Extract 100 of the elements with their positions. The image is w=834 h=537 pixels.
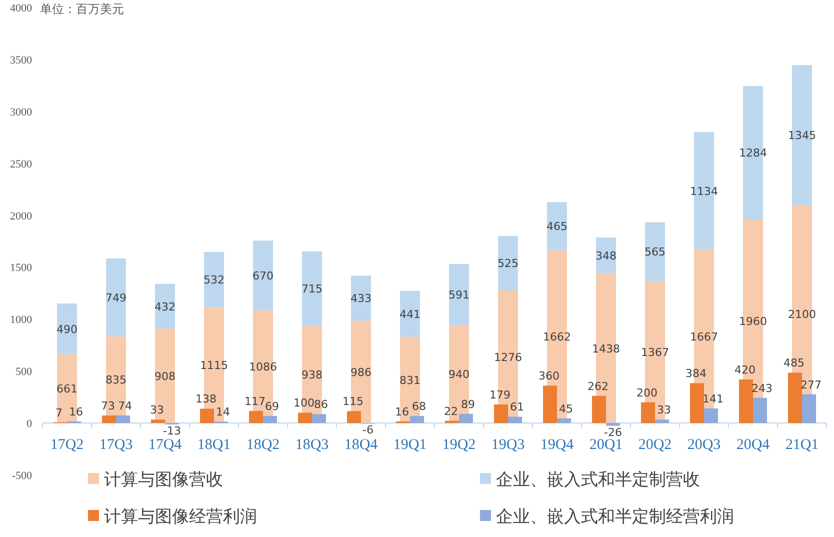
y-tick-label: 0: [26, 418, 32, 430]
data-label: 532: [204, 274, 224, 287]
data-label: 348: [596, 250, 616, 263]
data-label: 7: [56, 406, 62, 420]
data-label: 465: [546, 220, 568, 234]
legend-label: 计算与图像营收: [104, 470, 223, 490]
x-tick-label: 20Q4: [736, 437, 770, 454]
data-label: 420: [734, 363, 756, 376]
bar: [508, 416, 522, 424]
data-label: 1276: [494, 350, 522, 364]
x-tick-label: 18Q3: [295, 437, 329, 454]
bar: [347, 411, 361, 424]
y-tick-label: 3000: [10, 106, 32, 118]
bar: [106, 258, 126, 336]
data-label: 14: [216, 406, 230, 419]
bar: [592, 396, 606, 424]
data-label: 565: [644, 246, 666, 259]
data-label: -13: [163, 424, 181, 438]
bar: [641, 402, 655, 424]
legend-label: 企业、嵌入式和半定制营收: [496, 470, 700, 490]
y-tick-label: 3500: [10, 54, 32, 66]
data-label: 360: [538, 370, 560, 383]
y-tick-label: -500: [12, 470, 32, 482]
bar: [302, 251, 322, 326]
bar: [249, 410, 263, 424]
data-label: 262: [588, 380, 608, 393]
x-tick-label: 20Q3: [687, 437, 721, 454]
x-tick-label: 17Q3: [99, 437, 133, 454]
legend-label: 企业、嵌入式和半定制经营利润: [496, 507, 734, 527]
data-label: 940: [448, 368, 470, 382]
data-label: 16: [69, 405, 83, 418]
data-label: 73: [101, 399, 115, 412]
bar: [116, 415, 130, 424]
y-tick-label: 4000: [10, 2, 32, 14]
y-tick-label: 2500: [10, 158, 32, 170]
bar: [557, 418, 571, 424]
data-label: 1345: [788, 129, 816, 142]
data-label: 1134: [690, 184, 718, 198]
bar: [802, 394, 816, 424]
bar: [606, 423, 620, 426]
data-label: 74: [118, 399, 132, 412]
data-label: 908: [154, 370, 176, 383]
data-label: 432: [154, 300, 176, 314]
data-label: 1115: [200, 359, 228, 372]
data-label: 86: [314, 398, 328, 412]
x-tick-label: 19Q4: [540, 437, 574, 454]
bar: [312, 414, 326, 424]
x-tick-label: 20Q2: [638, 437, 672, 454]
data-label: 33: [150, 404, 164, 417]
x-tick-label: 17Q4: [148, 437, 182, 454]
bar: [400, 290, 420, 337]
data-label: 1284: [739, 146, 767, 160]
bar: [753, 398, 767, 424]
data-label: 68: [412, 400, 426, 413]
data-label: 1438: [592, 342, 620, 356]
bar: [690, 383, 704, 424]
data-label: 835: [106, 374, 126, 387]
y-tick-label: 500: [16, 366, 32, 378]
data-label: -26: [604, 426, 622, 439]
data-label: 138: [196, 392, 216, 406]
data-label: 179: [490, 388, 510, 402]
x-tick-label: 17Q2: [50, 437, 84, 454]
bar: [655, 420, 669, 424]
bar: [494, 404, 508, 424]
bar: [788, 372, 802, 424]
bar: [547, 202, 567, 250]
data-label: 490: [56, 322, 78, 336]
x-tick-label: 19Q3: [491, 437, 525, 454]
x-tick-label: 19Q2: [442, 437, 476, 454]
data-label: 986: [350, 366, 372, 379]
data-label: 591: [448, 288, 470, 302]
data-label: 1367: [641, 346, 669, 360]
bar: [204, 252, 224, 308]
bar: [298, 412, 312, 424]
data-label: 45: [559, 402, 573, 416]
data-label: 22: [444, 404, 458, 418]
bar: [102, 415, 116, 424]
y-tick-label: 1500: [10, 262, 32, 274]
bar: [739, 379, 753, 424]
data-label: 33: [657, 404, 671, 417]
bar: [155, 284, 175, 329]
data-label: 715: [302, 282, 322, 296]
x-tick-label: 18Q1: [197, 437, 231, 454]
data-label: 1960: [739, 315, 767, 328]
bar: [410, 416, 424, 424]
data-label: 2100: [788, 308, 816, 321]
bar: [263, 416, 277, 424]
bar: [253, 240, 273, 310]
bar: [459, 414, 473, 424]
data-label: 433: [350, 292, 372, 306]
bar: [704, 408, 718, 424]
y-tick-label: 2000: [10, 210, 32, 222]
x-tick-label: 21Q1: [785, 437, 819, 454]
bar: [645, 222, 665, 282]
x-tick-label: 18Q2: [246, 437, 280, 454]
data-label: 670: [252, 269, 274, 282]
x-tick-label: 19Q1: [393, 437, 427, 454]
data-label: 100: [294, 396, 314, 410]
bar: [498, 236, 518, 290]
data-label: 1086: [249, 360, 277, 374]
